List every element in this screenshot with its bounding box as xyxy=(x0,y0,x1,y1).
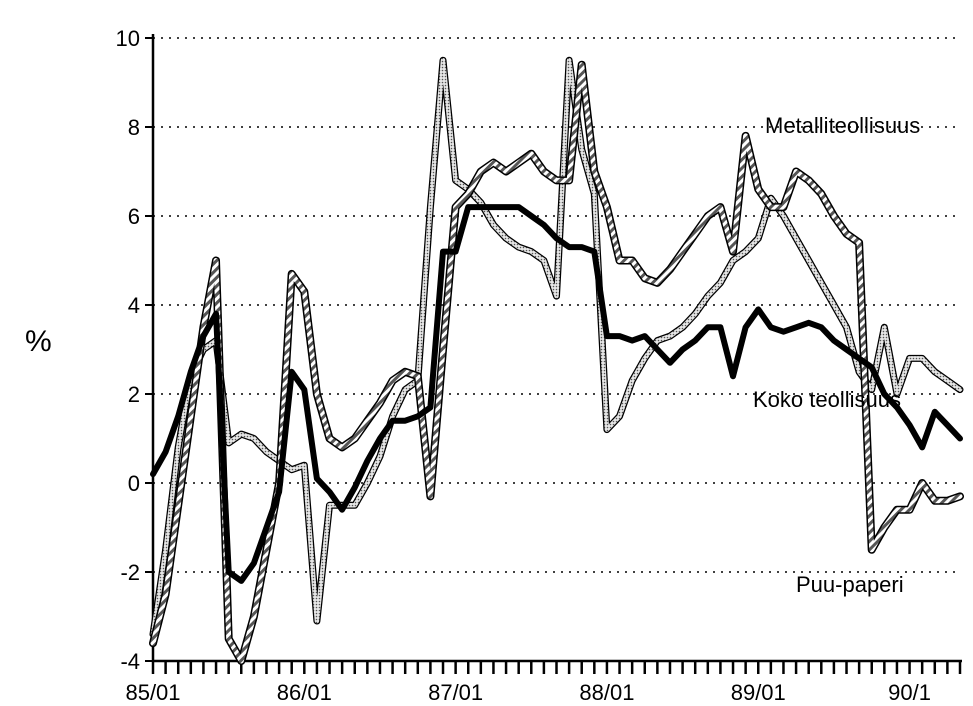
series-line-inner xyxy=(150,58,963,637)
y-tick-label: 2 xyxy=(128,382,140,407)
y-tick-label: 0 xyxy=(128,471,140,496)
series-line-inner xyxy=(150,62,963,664)
x-tick-label: 86/01 xyxy=(277,680,332,705)
y-tick-label: 10 xyxy=(116,26,140,51)
series-metalliteollisuus xyxy=(149,60,964,665)
x-tick-label: 88/01 xyxy=(579,680,634,705)
x-tick-label: 85/01 xyxy=(125,680,180,705)
y-tick-label: -4 xyxy=(120,649,140,674)
y-tick-label: 6 xyxy=(128,204,140,229)
y-tick-label: -2 xyxy=(120,560,140,585)
grid-lines xyxy=(153,37,960,573)
series-label-metalli: Metalliteollisuus xyxy=(765,113,920,138)
series-label-koko: Koko teollisuus xyxy=(753,387,901,412)
x-tick-label: 87/01 xyxy=(428,680,483,705)
series-label-puu: Puu-paperi xyxy=(796,572,904,597)
axes: 10 8 6 4 2 0 -2 -4 85/01 86/01 87/01 88/01 89/01 90/1 xyxy=(116,26,962,705)
y-tick-label: 4 xyxy=(128,293,140,318)
series-koko-teollisuus xyxy=(150,204,963,584)
x-tick-label: 89/01 xyxy=(731,680,786,705)
x-tick-label: 90/1 xyxy=(888,680,931,705)
y-tick-label: 8 xyxy=(128,115,140,140)
series-puu-paperi xyxy=(149,56,964,638)
series-line xyxy=(150,204,963,584)
series-lines xyxy=(149,56,964,665)
y-axis-label: % xyxy=(25,325,52,358)
